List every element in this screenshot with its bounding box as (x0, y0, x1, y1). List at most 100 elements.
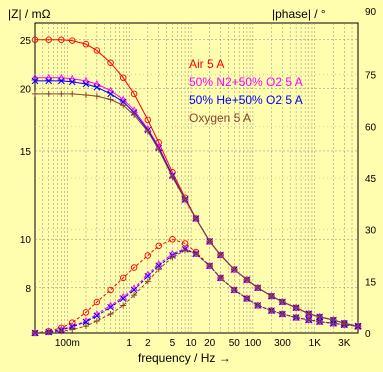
data-point (82, 91, 89, 98)
x-axis-label: frequency / Hz → (138, 351, 231, 365)
data-point (279, 311, 286, 318)
data-point (107, 303, 114, 311)
data-point (107, 90, 114, 98)
data-point (68, 319, 76, 326)
data-point (120, 102, 127, 109)
data-point (45, 36, 52, 44)
data-point (32, 90, 38, 97)
left-tick-label: 20 (20, 84, 32, 95)
data-point (305, 310, 312, 317)
data-point (93, 93, 100, 100)
data-point (45, 329, 52, 336)
data-point (93, 312, 101, 320)
data-point (58, 328, 65, 335)
data-point (93, 47, 101, 54)
data-point (93, 298, 101, 306)
data-point (279, 298, 286, 305)
data-point (169, 254, 176, 261)
data-point (192, 250, 199, 257)
data-point (82, 80, 90, 88)
right-axis-label: |phase| / ° (272, 7, 326, 21)
data-point (169, 174, 176, 181)
data-point (119, 74, 127, 81)
legend-entry: 50% N2+50% O2 5 A (189, 75, 303, 89)
data-point (217, 274, 224, 281)
data-point (130, 286, 138, 294)
right-tick-label: 90 (365, 7, 377, 18)
x-tick-label: 2 (145, 338, 151, 349)
data-point (293, 304, 300, 311)
data-point (58, 36, 65, 44)
right-tick-label: 15 (365, 277, 377, 288)
data-point (268, 307, 275, 314)
data-point (93, 317, 100, 324)
data-point (155, 146, 162, 153)
data-point (107, 96, 114, 103)
x-tick-label: 3K (338, 338, 351, 349)
data-point (316, 318, 323, 325)
data-point (243, 295, 250, 302)
data-point (341, 321, 348, 328)
data-point (182, 247, 189, 254)
data-point (32, 330, 38, 336)
phase-line (34, 249, 359, 334)
data-point (131, 111, 138, 118)
data-point (68, 78, 76, 86)
data-point (144, 252, 152, 259)
data-point (82, 40, 90, 48)
x-tick-label: 1K (309, 338, 322, 349)
data-point (144, 116, 152, 124)
data-point (206, 238, 213, 245)
data-point (93, 83, 101, 91)
data-point (106, 86, 115, 94)
data-point (155, 266, 162, 273)
data-point (119, 274, 127, 282)
data-point (58, 90, 65, 97)
data-point (254, 284, 261, 291)
data-point (107, 286, 114, 294)
data-point (155, 242, 162, 250)
left-tick-label: 25 (20, 36, 32, 47)
data-point (330, 320, 337, 327)
tick-labels: 100m 1 2 5 10 20 50 100 300 1K 3K25201510890756045… (20, 7, 377, 349)
x-tick-label: 50 (229, 338, 241, 349)
data-point (268, 293, 275, 300)
data-point (57, 77, 65, 85)
data-point (243, 276, 250, 283)
data-point (231, 286, 238, 293)
x-tick-label: 1 (126, 338, 132, 349)
legend-entry: Oxygen 5 A (189, 111, 251, 125)
data-point (82, 309, 90, 316)
data-point (69, 326, 76, 333)
left-tick-label: 10 (20, 235, 32, 246)
data-point (31, 36, 39, 44)
data-point (305, 316, 312, 323)
right-tick-label: 0 (365, 329, 371, 340)
left-tick-label: 8 (25, 284, 31, 295)
data-point (130, 90, 138, 98)
data-point (169, 236, 176, 243)
data-point (355, 323, 361, 330)
data-point (119, 98, 127, 106)
legend: Air 5 A 50% N2+50% O2 5 A 50% He+50% O2 5 … (189, 57, 303, 125)
data-point (82, 318, 90, 326)
data-point (120, 302, 127, 309)
right-tick-label: 45 (365, 174, 377, 185)
data-point (130, 264, 138, 271)
data-point (144, 128, 151, 135)
data-point (45, 90, 52, 97)
data-point (182, 196, 189, 203)
data-point (31, 77, 39, 85)
grid (35, 23, 358, 333)
data-point (68, 37, 76, 44)
data-point (206, 262, 213, 269)
data-point (131, 292, 138, 299)
x-tick-label: 100 (245, 338, 262, 349)
x-tick-label: 10 (185, 338, 197, 349)
data-point (231, 266, 238, 273)
x-tick-label: 5 (170, 338, 176, 349)
left-axis-label: |Z| / mΩ (8, 7, 51, 21)
x-tick-label: 300 (274, 338, 291, 349)
x-tick-label: 20 (204, 338, 216, 349)
